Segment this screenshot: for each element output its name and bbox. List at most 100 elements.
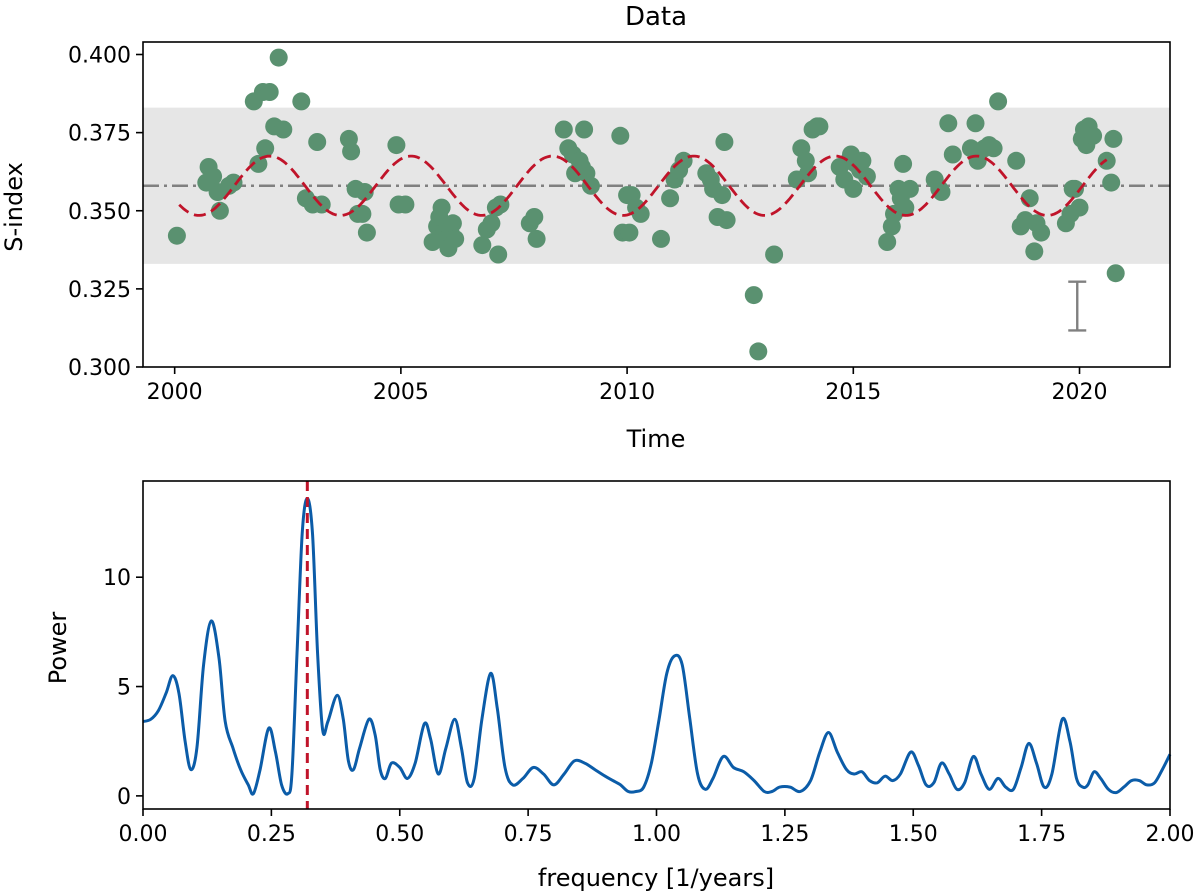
data-point: [387, 136, 406, 155]
data-point: [674, 151, 693, 170]
data-point: [943, 145, 962, 164]
data-point: [489, 245, 508, 264]
y-tick-label: 0.350: [68, 200, 131, 225]
data-point: [432, 198, 451, 217]
data-point: [274, 120, 293, 139]
data-point: [896, 198, 915, 217]
x-tick-label: 2.00: [1146, 822, 1195, 847]
data-point: [167, 226, 186, 245]
data-point: [857, 167, 876, 186]
data-point: [1007, 151, 1026, 170]
data-point: [204, 167, 223, 186]
top-chart-title: Data: [625, 2, 687, 32]
data-point: [308, 133, 327, 151]
typical-errorbar: [1068, 280, 1087, 332]
data-point: [292, 92, 311, 111]
data-point: [894, 154, 913, 173]
bottom-x-ticks: 0.00 0.25 0.50 0.75 1.00 1.25 1.50 1.75 2.00: [119, 809, 1195, 847]
data-point: [713, 186, 732, 205]
data-point: [396, 195, 415, 214]
data-point: [620, 223, 639, 242]
top-panel: Data 2000 2005 2010 2015 2020 0.300 0.325 0.35…: [0, 2, 1171, 453]
data-point: [353, 204, 372, 223]
data-point: [1025, 242, 1044, 261]
data-point: [342, 142, 361, 161]
data-point: [652, 229, 670, 248]
x-tick-label: 0.25: [247, 822, 296, 847]
data-point: [260, 83, 279, 101]
top-x-ticks: 2000 2005 2010 2015 2020: [147, 367, 1108, 405]
data-point: [1032, 223, 1051, 242]
top-y-ticks: 0.300 0.325 0.350 0.375 0.400: [68, 44, 143, 381]
bottom-plot-area: [143, 481, 1170, 809]
x-tick-label: 0.50: [375, 822, 424, 847]
x-tick-label: 2005: [373, 380, 429, 405]
data-point: [256, 139, 275, 158]
bottom-y-axis-label: Power: [44, 612, 72, 685]
data-point: [1102, 173, 1121, 192]
data-points: [167, 48, 1125, 361]
data-point: [527, 229, 546, 248]
data-point: [1070, 198, 1089, 217]
data-point: [878, 233, 897, 251]
data-point: [1084, 126, 1103, 145]
y-tick-label: 10: [103, 566, 131, 591]
x-tick-label: 2015: [825, 380, 881, 405]
data-point: [575, 120, 594, 139]
y-tick-label: 0.400: [68, 44, 131, 69]
x-tick-label: 2000: [147, 380, 203, 405]
x-tick-label: 1.50: [889, 822, 938, 847]
y-tick-label: 0: [117, 785, 131, 810]
data-point: [661, 189, 680, 208]
periodogram-line: [142, 497, 1172, 796]
data-point: [810, 117, 829, 136]
x-tick-label: 1.00: [632, 822, 681, 847]
data-point: [966, 114, 985, 133]
y-tick-label: 0.375: [68, 122, 131, 147]
x-tick-label: 2010: [599, 380, 655, 405]
bottom-x-axis-label: frequency [1/years]: [538, 864, 774, 892]
data-point: [357, 223, 376, 242]
bottom-panel: 0.00 0.25 0.50 0.75 1.00 1.25 1.50 1.75 2.00 0 5 1…: [44, 480, 1195, 892]
data-point: [554, 120, 573, 139]
data-point: [611, 126, 630, 145]
y-tick-label: 0.300: [68, 356, 131, 381]
data-point: [744, 286, 763, 305]
data-point: [939, 114, 958, 133]
data-point: [932, 183, 951, 201]
x-tick-label: 2020: [1052, 380, 1108, 405]
x-tick-label: 1.25: [760, 822, 809, 847]
top-x-axis-label: Time: [626, 425, 686, 453]
data-point: [443, 214, 462, 233]
data-point: [446, 229, 465, 248]
data-point: [249, 154, 268, 173]
top-y-axis-label: S-index: [0, 162, 28, 252]
data-point: [355, 183, 374, 201]
data-point: [1066, 179, 1084, 198]
data-point: [715, 133, 734, 151]
data-point: [1104, 129, 1123, 148]
data-point: [853, 151, 872, 170]
data-point: [749, 342, 768, 361]
data-point: [900, 179, 919, 198]
x-tick-label: 0.00: [119, 822, 168, 847]
bottom-y-ticks: 0 5 10: [103, 566, 143, 810]
data-point: [631, 204, 650, 223]
top-plot-frame: [142, 41, 1171, 368]
data-point: [1106, 264, 1125, 283]
data-point: [473, 236, 492, 255]
y-tick-label: 0.325: [68, 278, 131, 303]
data-point: [224, 173, 243, 192]
data-point: [765, 245, 784, 264]
data-point: [984, 139, 1003, 158]
data-point: [989, 92, 1008, 111]
x-tick-label: 0.75: [504, 822, 553, 847]
data-point: [269, 48, 288, 67]
y-tick-label: 5: [117, 676, 131, 701]
data-point: [717, 211, 736, 230]
data-point: [581, 176, 600, 195]
x-tick-label: 1.75: [1017, 822, 1066, 847]
sinusoid-fit-curve: [178, 154, 1108, 217]
data-point: [844, 179, 863, 198]
